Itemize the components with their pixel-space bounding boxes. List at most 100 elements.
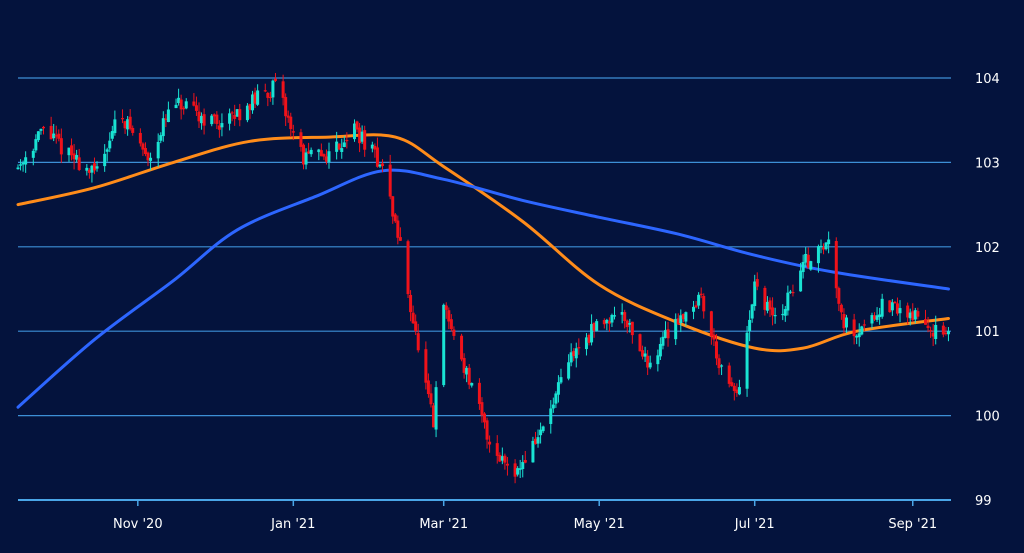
candle-up [539, 429, 543, 436]
candle-up [679, 315, 683, 323]
candle-down [291, 131, 295, 133]
candle-down [345, 139, 349, 142]
candle-down [842, 314, 846, 329]
candle-up [465, 367, 469, 375]
candle-down [763, 287, 767, 310]
candle-up [360, 131, 364, 142]
candle-down [623, 312, 627, 321]
candle-up [908, 312, 912, 319]
candle-up [643, 353, 647, 357]
candle-up [913, 310, 917, 320]
moving-average-line-long [16, 168, 950, 409]
candle-up [788, 291, 792, 293]
candle-up [156, 141, 160, 159]
candle-down [273, 78, 277, 81]
candle-down [358, 127, 362, 144]
candle-up [674, 318, 678, 340]
candle-up [24, 157, 28, 165]
candle-down [483, 413, 486, 423]
candle-down [505, 463, 509, 466]
candle-down [625, 320, 629, 328]
candle-up [569, 352, 573, 363]
candle-down [735, 389, 739, 394]
candle-down [587, 334, 591, 343]
candle-down [217, 125, 221, 130]
candle-down [607, 321, 611, 324]
candle-down [638, 334, 642, 352]
candle-up [773, 315, 777, 317]
candles [16, 72, 950, 484]
candle-up [878, 314, 882, 318]
candle-up [554, 393, 558, 404]
candle-up [516, 468, 520, 475]
candle-up [16, 167, 20, 170]
candle-down [485, 420, 489, 440]
candle-up [174, 104, 178, 109]
candle-up [934, 324, 938, 339]
candle-down [834, 241, 838, 289]
candle-down [230, 112, 234, 114]
candle-down [768, 300, 772, 310]
candle-down [363, 130, 367, 150]
candle-down [212, 114, 216, 117]
candle-up [804, 253, 808, 263]
y-tick-label: 100 [975, 410, 1000, 425]
candle-down [248, 104, 252, 110]
candle-down [873, 315, 877, 320]
x-tick-label: Nov '20 [113, 517, 163, 532]
candle-down [393, 214, 397, 222]
candle-down [906, 305, 910, 318]
candle-down [398, 237, 402, 241]
candle-up [613, 315, 617, 317]
candle-down [727, 365, 731, 384]
candle-up [692, 306, 696, 312]
candle-up [819, 245, 823, 248]
candle-up [21, 162, 25, 165]
candle-up [220, 123, 224, 128]
candle-up [783, 309, 787, 316]
candle-down [192, 101, 196, 106]
candle-down [926, 325, 930, 329]
candle-down [916, 311, 920, 317]
candle-down [730, 382, 734, 387]
candle-up [824, 242, 828, 250]
candle-up [567, 362, 571, 379]
candle-down [409, 294, 413, 313]
candle-down [924, 319, 928, 325]
candle-down [452, 329, 456, 336]
candle-down [381, 163, 385, 167]
candle-up [556, 382, 560, 395]
candle-up [470, 382, 474, 386]
y-tick-label: 99 [975, 494, 992, 509]
candle-up [860, 326, 864, 335]
candle-up [309, 149, 313, 155]
x-tick-label: Jul '21 [734, 517, 775, 532]
candle-up [745, 332, 749, 389]
candle-up [245, 105, 249, 121]
candle-up [628, 322, 632, 325]
candle-up [786, 292, 790, 311]
candle-down [702, 295, 706, 312]
candle-down [70, 145, 74, 156]
candle-down [77, 157, 81, 170]
candle-down [72, 153, 76, 160]
candle-down [444, 305, 448, 310]
candle-down [138, 132, 142, 144]
candle-down [123, 121, 127, 129]
candle-up [370, 144, 374, 149]
candle-up [108, 140, 112, 149]
candle-down [712, 334, 716, 340]
candle-up [304, 152, 308, 165]
candle-down [87, 169, 91, 173]
candle-up [518, 468, 522, 470]
candle-down [388, 164, 392, 197]
candle-down [732, 385, 736, 392]
candle-down [337, 143, 341, 150]
candle-up [228, 113, 232, 124]
x-tick-label: Mar '21 [419, 517, 468, 532]
candle-down [92, 163, 96, 171]
candle-up [126, 119, 130, 130]
candle-down [215, 114, 219, 124]
candle-down [771, 307, 775, 316]
candle-up [166, 109, 170, 123]
